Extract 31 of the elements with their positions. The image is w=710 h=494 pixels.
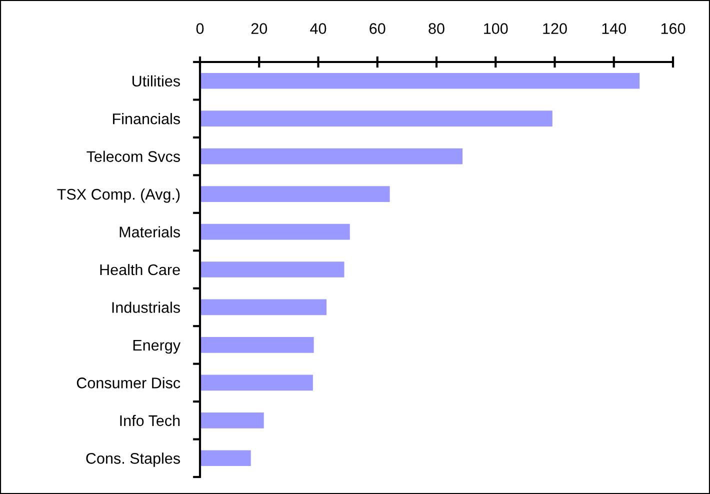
bar — [200, 110, 552, 127]
y-tick-label: Health Care — [100, 264, 180, 276]
y-tick-label: Telecom Svcs — [86, 150, 180, 162]
x-tick-label: 120 — [543, 23, 567, 34]
x-tick-label: 160 — [661, 23, 686, 34]
y-tick-label: Energy — [133, 340, 181, 354]
y-tick-label: TSX Comp. (Avg.) — [57, 188, 180, 203]
bar — [200, 374, 313, 391]
x-tick-label: 140 — [602, 23, 626, 34]
y-tick-label: Info Tech — [120, 414, 180, 426]
bar — [200, 450, 251, 466]
bar — [200, 186, 390, 202]
bar — [200, 72, 640, 89]
x-tick-label: 20 — [251, 23, 268, 34]
x-tick-label: 40 — [310, 23, 326, 34]
bar — [200, 337, 314, 353]
x-tick-label: 60 — [370, 23, 386, 34]
bar — [200, 412, 264, 428]
bar — [200, 148, 463, 164]
y-tick-label: Materials — [120, 226, 180, 238]
x-tick-label: 100 — [484, 23, 508, 34]
bar — [200, 299, 327, 316]
y-tick-label: Financials — [113, 113, 180, 124]
x-tick-label: 80 — [428, 23, 444, 34]
y-tick-label: Consumer Disc — [76, 377, 180, 388]
y-tick-label: Cons. Staples — [86, 452, 180, 467]
x-tick-label: 0 — [196, 23, 204, 34]
y-tick-label: Industrials — [112, 302, 180, 313]
bar — [200, 224, 350, 240]
bar — [200, 262, 344, 278]
y-tick-label: Utilities — [132, 75, 180, 87]
